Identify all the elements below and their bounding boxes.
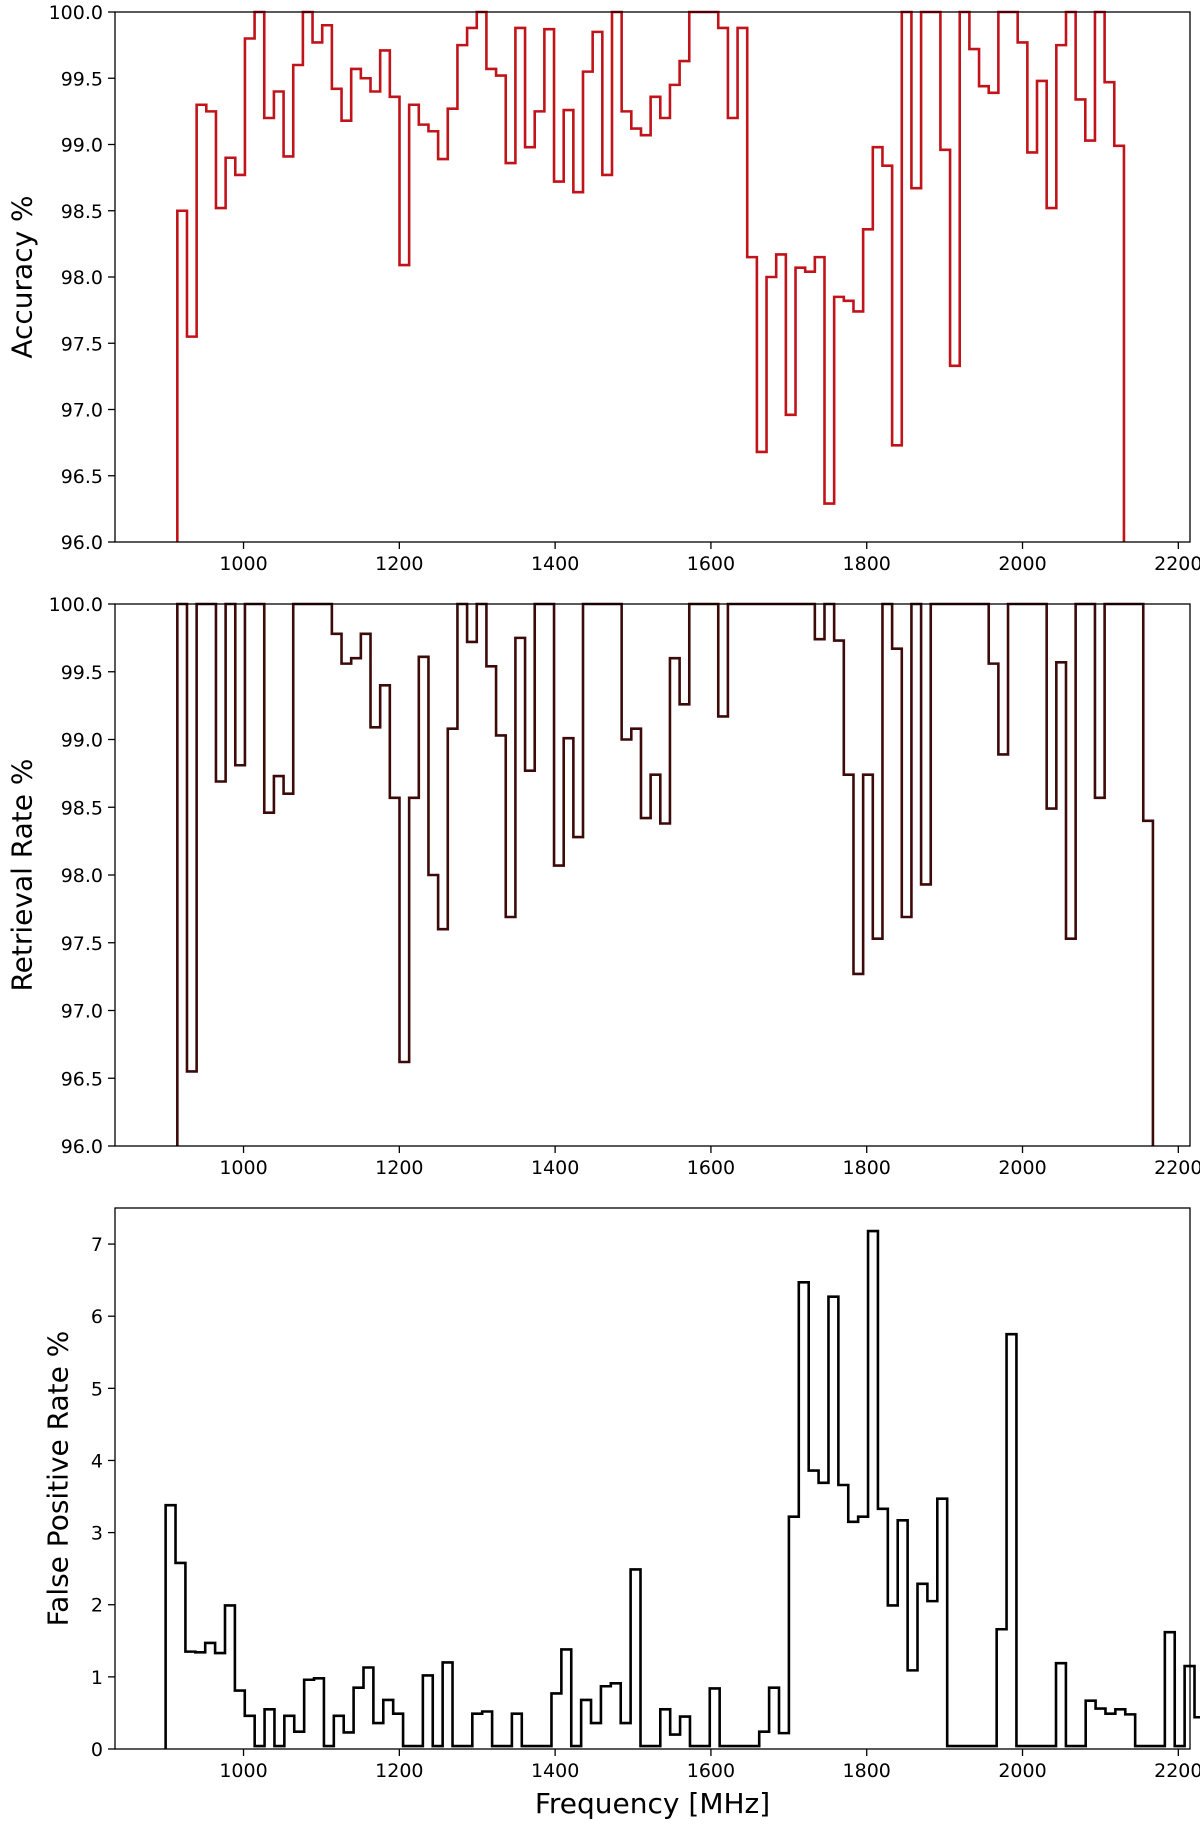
y-tick-label: 97.0 <box>61 1001 103 1023</box>
x-tick-label: 1000 <box>219 1157 267 1179</box>
y-tick-label: 97.5 <box>61 333 103 355</box>
y-tick-label: 97.0 <box>61 400 103 422</box>
y-tick-label: 99.0 <box>61 730 103 752</box>
x-tick-label: 1800 <box>843 1760 891 1782</box>
y-tick-label: 2 <box>91 1595 103 1617</box>
y-tick-label: 96.5 <box>61 1068 103 1090</box>
y-tick-label: 98.5 <box>61 201 103 223</box>
x-tick-label: 1400 <box>531 1157 579 1179</box>
x-tick-label: 1600 <box>687 1157 735 1179</box>
axes-frame <box>114 1207 1191 1750</box>
x-tick-label: 1200 <box>375 1157 423 1179</box>
x-tick-label: 2200 <box>1154 1157 1200 1179</box>
y-tick-label: 100.0 <box>49 2 103 24</box>
x-tick-label: 1800 <box>843 1157 891 1179</box>
y-tick-label: 98.0 <box>61 865 103 887</box>
y-axis-label: Accuracy % <box>6 195 39 358</box>
retrieval-rate-panel: 1000 1200 1400 1600 1800 2000 2200 96.0 96.5 97.0… <box>6 594 1200 1179</box>
accuracy-panel: 1000 1200 1400 1600 1800 2000 2200 96.0 96.5 97.0… <box>6 2 1200 575</box>
y-tick-label: 96.0 <box>61 532 103 554</box>
series-step-line <box>176 602 1155 1146</box>
x-tick-label: 1400 <box>531 553 579 575</box>
y-axis-label: Retrieval Rate % <box>6 758 39 991</box>
x-tick-label: 1400 <box>531 1760 579 1782</box>
x-axis-label: Frequency [MHz] <box>535 1787 770 1820</box>
x-tick-label: 1000 <box>219 553 267 575</box>
axes-frame <box>114 603 1191 1147</box>
y-tick-label: 1 <box>91 1667 103 1689</box>
x-tick-label: 1000 <box>219 1760 267 1782</box>
x-tick-label: 1200 <box>375 1760 423 1782</box>
y-tick-label: 96.5 <box>61 466 103 488</box>
y-tick-label: 100.0 <box>49 594 103 616</box>
x-tick-label: 1800 <box>843 553 891 575</box>
y-tick-label: 99.5 <box>61 662 103 684</box>
y-tick-label: 98.5 <box>61 797 103 819</box>
x-tick-label: 1600 <box>687 1760 735 1782</box>
x-tick-label: 2000 <box>998 553 1046 575</box>
x-tick-label: 1200 <box>375 553 423 575</box>
series-step-line <box>164 1229 1200 1749</box>
y-tick-label: 3 <box>91 1523 103 1545</box>
y-tick-label: 99.0 <box>61 135 103 157</box>
y-tick-label: 4 <box>91 1450 103 1472</box>
x-tick-label: 1600 <box>687 553 735 575</box>
x-tick-label: 2200 <box>1154 1760 1200 1782</box>
y-tick-label: 0 <box>91 1739 103 1761</box>
x-tick-label: 2000 <box>998 1157 1046 1179</box>
y-tick-label: 6 <box>91 1306 103 1328</box>
y-tick-label: 97.5 <box>61 933 103 955</box>
y-tick-label: 5 <box>91 1378 103 1400</box>
y-tick-label: 7 <box>91 1234 103 1256</box>
x-tick-label: 2000 <box>998 1760 1046 1782</box>
x-tick-label: 2200 <box>1154 553 1200 575</box>
y-tick-label: 96.0 <box>61 1136 103 1158</box>
y-axis-label: False Positive Rate % <box>42 1331 75 1627</box>
y-tick-label: 99.5 <box>61 68 103 90</box>
false-positive-rate-panel: 1000 1200 1400 1600 1800 2000 2200 0 1 2 3 4 5 6 7 Fals… <box>42 1207 1200 1820</box>
y-tick-label: 98.0 <box>61 267 103 289</box>
series-step-line <box>176 10 1126 542</box>
